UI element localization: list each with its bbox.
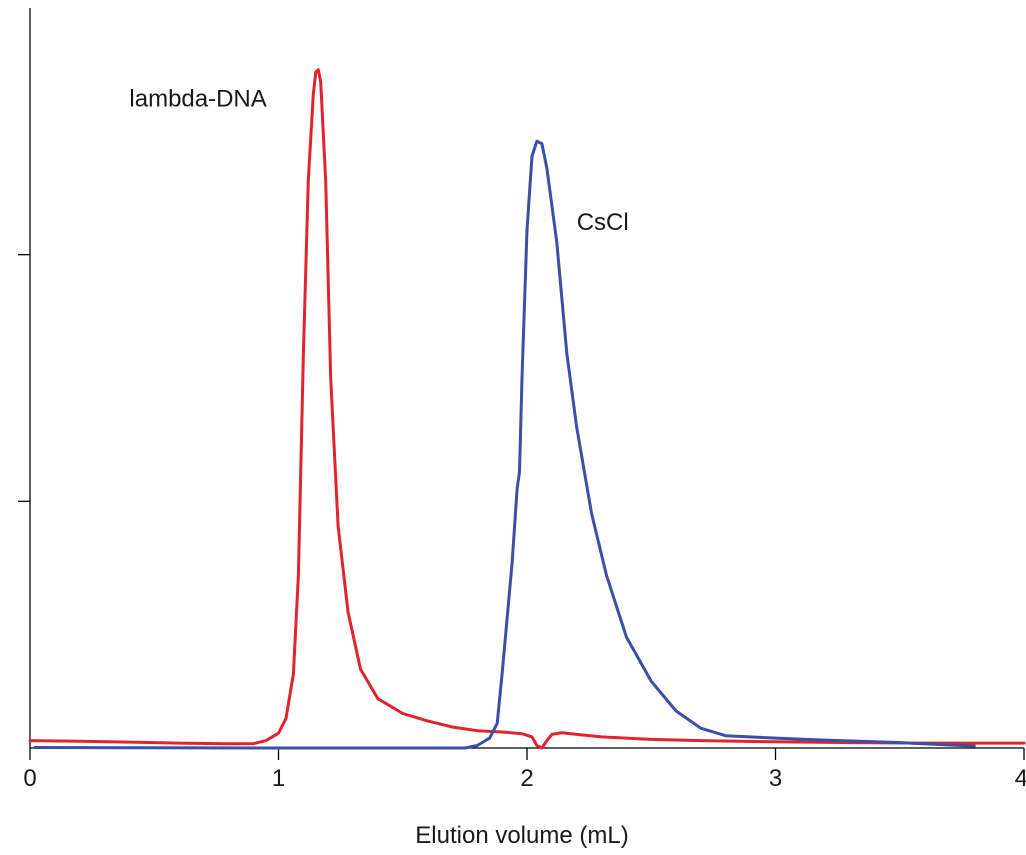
ticks: 0 1 2 3 4 (18, 254, 1026, 792)
lambda-dna-label: lambda-DNA (129, 86, 266, 113)
x-axis-title: Elution volume (mL) (415, 822, 628, 849)
axes (29, 8, 1024, 749)
x-tick-label: 3 (769, 765, 782, 792)
x-tick-label: 1 (272, 765, 285, 792)
annotations: lambda-DNA CsCl (129, 86, 628, 236)
cscl-trace (33, 139, 976, 750)
cscl-label: CsCl (577, 209, 629, 236)
x-tick-label: 0 (23, 765, 36, 792)
lambda-dna-trace (28, 68, 1026, 750)
x-tick-label: 2 (520, 765, 533, 792)
x-tick-label: 4 (1015, 765, 1026, 792)
series (28, 68, 1026, 750)
